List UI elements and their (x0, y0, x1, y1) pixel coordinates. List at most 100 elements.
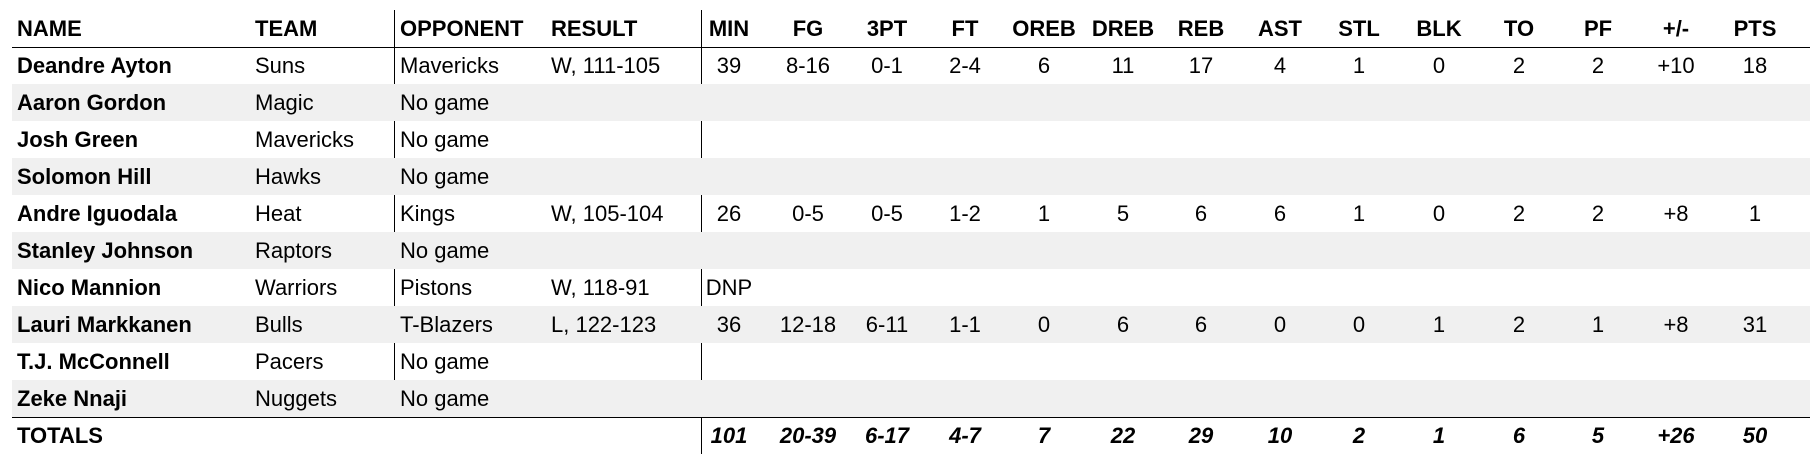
header-row: NAME TEAM OPPONENT RESULT MIN FG 3PT FT OREB DREB… (12, 10, 1810, 47)
column-header: 3PT (866, 16, 908, 41)
total-value: 10 (1267, 423, 1293, 448)
totals-label: TOTALS (17, 423, 103, 448)
total-value: 5 (1591, 423, 1605, 448)
player-row: Aaron Gordon Magic No game (12, 84, 1810, 121)
player-name: Deandre Ayton (17, 53, 172, 78)
cell: 2-4 (949, 53, 981, 78)
cell: 0 (1432, 201, 1446, 226)
cell: 1 (1748, 201, 1762, 226)
total-value: 50 (1742, 423, 1768, 448)
column-header: RESULT (551, 16, 638, 41)
cell: Nuggets (255, 386, 337, 411)
cell: L, 122-123 (551, 312, 657, 337)
header-rule (12, 47, 1810, 48)
player-name: Lauri Markkanen (17, 312, 192, 337)
cell: 0 (1037, 312, 1051, 337)
cell: Heat (255, 201, 302, 226)
total-value: 6 (1512, 423, 1526, 448)
column-header: STL (1338, 16, 1380, 41)
cell: 1 (1591, 312, 1605, 337)
player-row: Deandre Ayton Suns Mavericks W, 111-105 39 8-… (12, 47, 1810, 84)
cell: 0 (1273, 312, 1287, 337)
cell: Hawks (255, 164, 322, 189)
cell: 6-11 (865, 312, 909, 337)
cell: W, 118-91 (551, 275, 650, 300)
cell: 1-2 (949, 201, 981, 226)
player-row: Zeke Nnaji Nuggets No game (12, 380, 1810, 417)
cell: Bulls (255, 312, 303, 337)
column-header: FG (792, 16, 824, 41)
cell: 1 (1352, 201, 1366, 226)
player-name: Josh Green (17, 127, 139, 152)
player-row: Lauri Markkanen Bulls T-Blazers L, 122-123 3… (12, 306, 1810, 343)
cell: 39 (716, 53, 742, 78)
total-value: 2 (1352, 423, 1366, 448)
cell: 6 (1273, 201, 1287, 226)
column-header: AST (1258, 16, 1302, 41)
cell: 1 (1037, 201, 1051, 226)
column-header: TO (1503, 16, 1535, 41)
cell: 18 (1742, 53, 1768, 78)
total-value: 29 (1188, 423, 1214, 448)
player-name: Solomon Hill (17, 164, 152, 189)
player-row: T.J. McConnell Pacers No game (12, 343, 1810, 380)
player-row: Solomon Hill Hawks No game (12, 158, 1810, 195)
cell: Kings (400, 201, 456, 226)
cell: No game (400, 90, 490, 115)
cell: 6 (1116, 312, 1130, 337)
column-header: BLK (1416, 16, 1462, 41)
cell: 1 (1432, 312, 1446, 337)
cell: Pistons (400, 275, 473, 300)
cell: Magic (255, 90, 314, 115)
totals-row: TOTALS 101 20-39 6-17 4-7 7 22 29 10 2 1 6 5 +26 50 (12, 417, 1810, 454)
cell: Raptors (255, 238, 333, 263)
cell: 31 (1742, 312, 1768, 337)
player-row: Andre Iguodala Heat Kings W, 105-104 26 0-5 0-… (12, 195, 1810, 232)
cell: 17 (1188, 53, 1214, 78)
cell: 8-16 (785, 53, 831, 78)
player-row: Josh Green Mavericks No game (12, 121, 1810, 158)
cell: 1-1 (949, 312, 981, 337)
column-header: NAME (17, 16, 82, 41)
total-value: 20-39 (779, 423, 837, 448)
cell: Suns (255, 53, 306, 78)
cell: 26 (716, 201, 742, 226)
column-header: PTS (1733, 16, 1777, 41)
cell: 11 (1111, 53, 1135, 78)
total-value: 7 (1037, 423, 1051, 448)
cell: 2 (1512, 201, 1526, 226)
column-header: MIN (708, 16, 750, 41)
column-header: FT (951, 16, 979, 41)
cell: 5 (1116, 201, 1130, 226)
column-divider (394, 10, 395, 414)
cell: No game (400, 164, 490, 189)
cell: No game (400, 238, 490, 263)
cell: T-Blazers (400, 312, 493, 337)
total-value: 6-17 (864, 423, 910, 448)
column-header: OPPONENT (400, 16, 524, 41)
total-value: 1 (1432, 423, 1446, 448)
cell: No game (400, 127, 490, 152)
total-value: 22 (1110, 423, 1136, 448)
column-header: REB (1177, 16, 1225, 41)
column-header: OREB (1012, 16, 1076, 41)
cell: 0-1 (871, 53, 903, 78)
cell: 0-5 (871, 201, 903, 226)
cell: 1 (1352, 53, 1366, 78)
player-row: Stanley Johnson Raptors No game (12, 232, 1810, 269)
cell: +10 (1657, 53, 1695, 78)
cell: DNP (705, 275, 753, 300)
column-header: DREB (1091, 16, 1155, 41)
player-name: Aaron Gordon (17, 90, 167, 115)
cell: 4 (1273, 53, 1287, 78)
cell: Warriors (255, 275, 338, 300)
cell: No game (400, 349, 490, 374)
cell: 6 (1194, 312, 1208, 337)
cell: 12-18 (779, 312, 837, 337)
cell: 0-5 (792, 201, 824, 226)
cell: 2 (1512, 53, 1526, 78)
cell: Mavericks (255, 127, 355, 152)
column-header: TEAM (255, 16, 318, 41)
cell: 2 (1591, 53, 1605, 78)
cell: Pacers (255, 349, 324, 374)
